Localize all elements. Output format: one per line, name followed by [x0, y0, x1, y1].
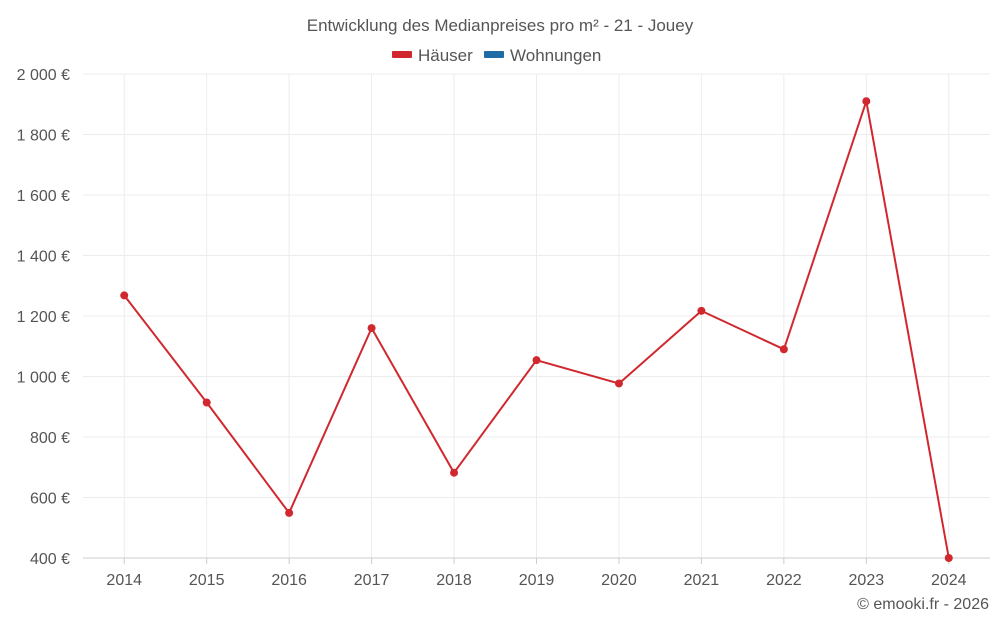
legend: Häuser Wohnungen — [392, 46, 601, 65]
data-point[interactable] — [285, 508, 294, 517]
y-tick-label: 400 € — [30, 551, 70, 568]
data-point[interactable] — [120, 291, 129, 300]
x-tick-label: 2017 — [354, 572, 390, 589]
y-tick-label: 1 800 € — [17, 128, 70, 145]
data-point[interactable] — [202, 398, 211, 407]
chart-title: Entwicklung des Medianpreises pro m² - 2… — [307, 16, 694, 35]
y-axis-ticks: 400 € 600 € 800 € 1 000 € 1 200 € 1 400 € 1 60… — [17, 67, 70, 568]
data-point[interactable] — [697, 306, 706, 315]
data-point[interactable] — [862, 97, 871, 106]
data-point[interactable] — [532, 356, 541, 365]
y-tick-label: 2 000 € — [17, 67, 70, 84]
x-axis-ticks: 2014 2015 2016 2017 2018 2019 2020 2021 2022 2023… — [106, 572, 966, 589]
legend-item-wohnungen[interactable]: Wohnungen — [484, 46, 601, 65]
data-point[interactable] — [779, 345, 788, 354]
x-tick-label: 2022 — [766, 572, 802, 589]
x-tick-label: 2014 — [106, 572, 142, 589]
x-tick-label: 2018 — [436, 572, 472, 589]
y-tick-label: 1 000 € — [17, 370, 70, 387]
x-tick-label: 2019 — [519, 572, 555, 589]
data-point[interactable] — [367, 324, 376, 333]
x-tick-label: 2016 — [271, 572, 307, 589]
y-tick-label: 1 200 € — [17, 309, 70, 326]
x-tick-label: 2020 — [601, 572, 637, 589]
legend-item-haeuser[interactable]: Häuser — [392, 46, 473, 65]
y-tick-label: 600 € — [30, 491, 70, 508]
data-point[interactable] — [944, 554, 953, 562]
y-tick-label: 1 600 € — [17, 188, 70, 205]
legend-swatch-haeuser — [392, 51, 412, 58]
x-tick-label: 2023 — [849, 572, 885, 589]
legend-swatch-wohnungen — [484, 51, 504, 58]
series-layer — [120, 97, 953, 562]
credit-text: © emooki.fr - 2026 — [857, 596, 989, 613]
grid — [83, 73, 990, 558]
data-point[interactable] — [450, 468, 459, 477]
x-tick-label: 2015 — [189, 572, 225, 589]
y-tick-label: 1 400 € — [17, 249, 70, 266]
legend-label-wohnungen: Wohnungen — [510, 46, 601, 65]
y-tick-label: 800 € — [30, 430, 70, 447]
x-tick-label: 2024 — [931, 572, 967, 589]
axes — [83, 557, 990, 564]
data-point[interactable] — [614, 379, 623, 388]
legend-label-haeuser: Häuser — [418, 46, 473, 65]
x-tick-label: 2021 — [684, 572, 720, 589]
